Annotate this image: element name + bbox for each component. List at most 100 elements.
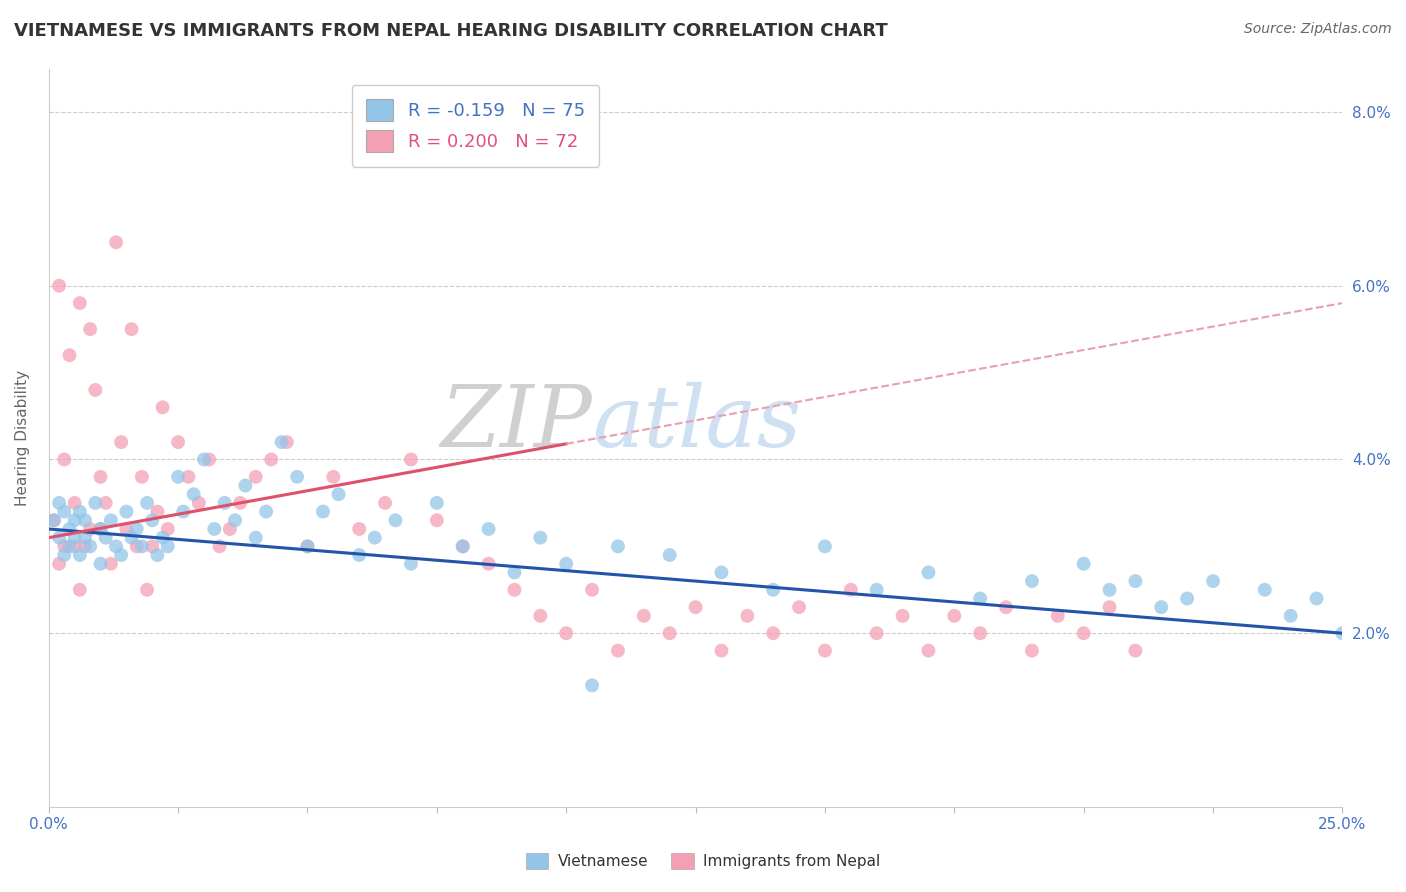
Point bbox=[183, 487, 205, 501]
Point bbox=[943, 608, 966, 623]
Legend: R = -0.159   N = 75, R = 0.200   N = 72: R = -0.159 N = 75, R = 0.200 N = 72 bbox=[352, 85, 599, 167]
Point bbox=[607, 643, 630, 657]
Point bbox=[399, 557, 422, 571]
Point bbox=[478, 522, 501, 536]
Point bbox=[48, 496, 70, 510]
Point bbox=[100, 513, 122, 527]
Point bbox=[555, 557, 578, 571]
Point bbox=[235, 478, 257, 492]
Point bbox=[152, 531, 174, 545]
Point bbox=[48, 557, 70, 571]
Point bbox=[53, 548, 76, 562]
Point bbox=[1125, 643, 1147, 657]
Point bbox=[146, 548, 169, 562]
Point bbox=[762, 582, 785, 597]
Point bbox=[121, 531, 143, 545]
Point bbox=[187, 496, 209, 510]
Point bbox=[63, 539, 86, 553]
Point bbox=[110, 435, 132, 450]
Point bbox=[529, 608, 551, 623]
Point bbox=[276, 435, 298, 450]
Point bbox=[58, 522, 80, 536]
Point bbox=[73, 531, 96, 545]
Point bbox=[42, 513, 65, 527]
Point bbox=[762, 626, 785, 640]
Point bbox=[529, 531, 551, 545]
Point bbox=[208, 539, 231, 553]
Point bbox=[89, 522, 111, 536]
Point bbox=[63, 531, 86, 545]
Point bbox=[131, 470, 153, 484]
Point bbox=[94, 531, 117, 545]
Point bbox=[1175, 591, 1198, 606]
Point bbox=[1150, 600, 1173, 615]
Point bbox=[202, 522, 225, 536]
Point bbox=[69, 296, 91, 310]
Point bbox=[100, 557, 122, 571]
Point bbox=[814, 539, 837, 553]
Point bbox=[503, 566, 526, 580]
Point bbox=[125, 539, 148, 553]
Point bbox=[115, 522, 138, 536]
Point bbox=[1279, 608, 1302, 623]
Point bbox=[866, 582, 889, 597]
Point bbox=[503, 582, 526, 597]
Point bbox=[167, 470, 190, 484]
Point bbox=[581, 678, 603, 692]
Point bbox=[426, 496, 449, 510]
Point bbox=[399, 452, 422, 467]
Point bbox=[969, 591, 991, 606]
Point bbox=[58, 539, 80, 553]
Point bbox=[426, 513, 449, 527]
Point bbox=[53, 505, 76, 519]
Point bbox=[917, 643, 939, 657]
Point bbox=[451, 539, 474, 553]
Point bbox=[737, 608, 759, 623]
Point bbox=[131, 539, 153, 553]
Point bbox=[121, 322, 143, 336]
Point bbox=[224, 513, 246, 527]
Point bbox=[710, 566, 733, 580]
Point bbox=[254, 505, 277, 519]
Point bbox=[658, 548, 681, 562]
Point bbox=[198, 452, 221, 467]
Point bbox=[141, 539, 163, 553]
Point bbox=[63, 513, 86, 527]
Point bbox=[245, 531, 267, 545]
Point bbox=[839, 582, 862, 597]
Point bbox=[94, 496, 117, 510]
Point bbox=[1331, 626, 1354, 640]
Point bbox=[84, 383, 107, 397]
Point bbox=[115, 505, 138, 519]
Point bbox=[260, 452, 283, 467]
Point bbox=[995, 600, 1018, 615]
Point bbox=[285, 470, 308, 484]
Point bbox=[79, 539, 101, 553]
Point bbox=[478, 557, 501, 571]
Point bbox=[89, 557, 111, 571]
Point bbox=[1202, 574, 1225, 588]
Point bbox=[1021, 574, 1043, 588]
Point bbox=[146, 505, 169, 519]
Point bbox=[658, 626, 681, 640]
Point bbox=[84, 496, 107, 510]
Point bbox=[866, 626, 889, 640]
Point bbox=[63, 496, 86, 510]
Point bbox=[53, 539, 76, 553]
Point bbox=[58, 348, 80, 362]
Point bbox=[42, 513, 65, 527]
Point bbox=[374, 496, 396, 510]
Point bbox=[105, 235, 128, 250]
Point bbox=[1254, 582, 1277, 597]
Point bbox=[73, 513, 96, 527]
Point bbox=[347, 522, 370, 536]
Point bbox=[1046, 608, 1069, 623]
Point bbox=[1125, 574, 1147, 588]
Point bbox=[53, 452, 76, 467]
Point bbox=[69, 548, 91, 562]
Point bbox=[89, 470, 111, 484]
Text: atlas: atlas bbox=[592, 382, 801, 465]
Point bbox=[1098, 600, 1121, 615]
Point bbox=[125, 522, 148, 536]
Text: Source: ZipAtlas.com: Source: ZipAtlas.com bbox=[1244, 22, 1392, 37]
